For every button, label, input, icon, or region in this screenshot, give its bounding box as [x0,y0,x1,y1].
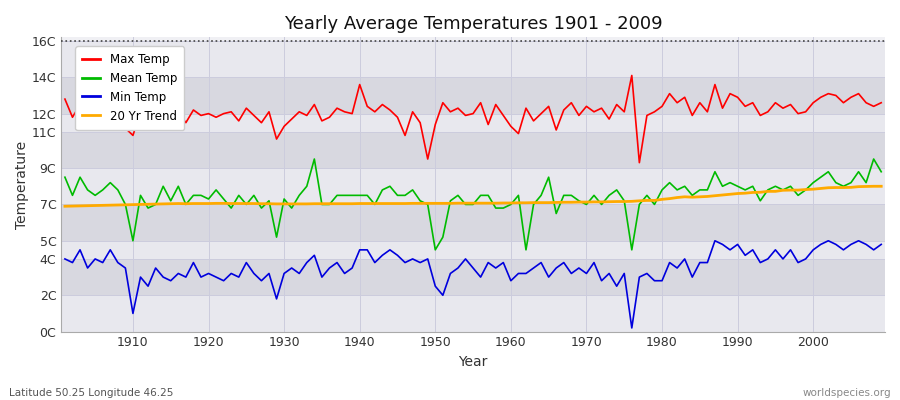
Title: Yearly Average Temperatures 1901 - 2009: Yearly Average Temperatures 1901 - 2009 [284,15,662,33]
Bar [61,259,885,295]
Text: worldspecies.org: worldspecies.org [803,388,891,398]
Legend: Max Temp, Mean Temp, Min Temp, 20 Yr Trend: Max Temp, Mean Temp, Min Temp, 20 Yr Tre… [76,46,184,130]
Y-axis label: Temperature: Temperature [15,140,29,228]
Bar [61,132,885,168]
Bar [61,295,885,332]
Text: Latitude 50.25 Longitude 46.25: Latitude 50.25 Longitude 46.25 [9,388,174,398]
X-axis label: Year: Year [458,355,488,369]
Bar [61,41,885,77]
Bar [61,168,885,204]
Bar [61,241,885,259]
Bar [61,77,885,114]
Bar [61,204,885,241]
Bar [61,114,885,132]
